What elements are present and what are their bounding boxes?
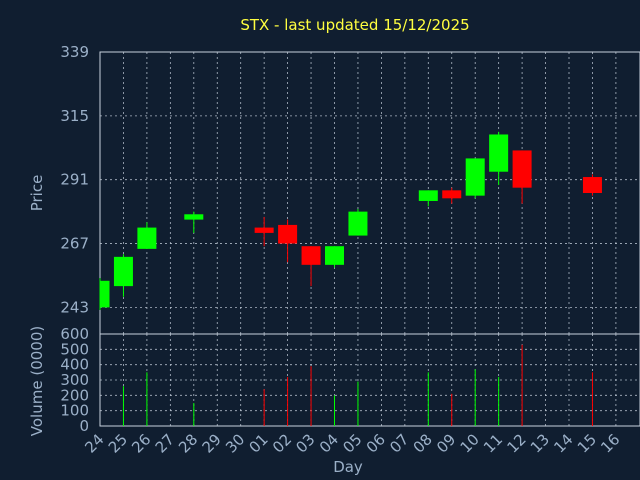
price-tick-labels: 243 267 291 315 339: [60, 43, 89, 316]
x-tick-label: 06: [363, 430, 389, 456]
price-tick-label: 291: [60, 171, 89, 189]
candle-body: [254, 227, 274, 233]
x-tick-label: 16: [597, 430, 623, 456]
x-tick-label: 26: [128, 430, 154, 456]
x-tick-label: 07: [386, 430, 412, 456]
volume-axis-label: Volume (0000): [28, 326, 46, 436]
price-tick-label: 315: [60, 107, 89, 125]
candle-10: [465, 158, 485, 199]
x-tick-label: 28: [175, 430, 201, 456]
volume-tick-label: 500: [60, 340, 89, 358]
candle-03: [301, 246, 321, 287]
x-tick-label: 12: [503, 430, 529, 456]
x-tick-label: 14: [550, 430, 576, 456]
price-tick-label: 339: [60, 43, 89, 61]
candle-body: [301, 246, 321, 265]
candle-02: [278, 219, 298, 263]
x-tick-label: 09: [433, 430, 459, 456]
candle-15: [582, 174, 602, 196]
candle-24: [99, 278, 110, 311]
volume-tick-label: 600: [60, 325, 89, 343]
price-tick-label: 267: [60, 235, 89, 253]
candle-body: [582, 177, 602, 193]
candle-body: [100, 280, 110, 308]
volume-series: [122, 344, 593, 426]
candle-12: [512, 150, 532, 204]
candle-08: [418, 190, 438, 207]
x-tick-label: 30: [222, 430, 248, 456]
candle-09: [442, 187, 462, 204]
x-tick-label: 29: [199, 430, 225, 456]
candle-28: [184, 211, 204, 233]
price-axis-label: Price: [28, 175, 46, 212]
price-panel-frame: [99, 51, 640, 335]
candle-05: [348, 208, 368, 236]
x-tick-label: 03: [292, 430, 318, 456]
candle-body: [113, 256, 133, 287]
candle-26: [137, 222, 157, 249]
candle-body: [184, 214, 204, 220]
price-grid: [100, 51, 640, 334]
volume-tick-label: 300: [60, 371, 89, 389]
candle-body: [137, 227, 157, 249]
x-tick-label: 27: [152, 430, 178, 456]
x-tick-label: 02: [269, 430, 295, 456]
volume-tick-label: 100: [60, 402, 89, 420]
candle-body: [325, 246, 344, 265]
price-tick-label: 243: [60, 298, 89, 316]
candle-25: [113, 254, 133, 297]
x-tick-labels: 2425262728293001020304050607080910111213…: [81, 430, 623, 456]
x-tick-label: 08: [410, 430, 436, 456]
x-tick-label: 04: [316, 430, 342, 456]
x-tick-label: 25: [105, 430, 131, 456]
volume-grid: [100, 334, 640, 426]
x-tick-label: 15: [574, 430, 600, 456]
candle-11: [489, 131, 509, 186]
candle-body: [442, 190, 462, 199]
volume-tick-label: 200: [60, 386, 89, 404]
candle-body: [489, 134, 509, 172]
candle-01: [254, 216, 274, 247]
candle-body: [465, 158, 485, 196]
candle-body: [418, 190, 438, 201]
volume-tick-label: 0: [79, 417, 89, 435]
chart-title: STX - last updated 15/12/2025: [240, 16, 469, 34]
candle-04: [325, 246, 344, 268]
x-tick-label: 01: [245, 430, 271, 456]
candle-body: [512, 150, 532, 188]
x-tick-label: 10: [457, 430, 483, 456]
volume-tick-label: 400: [60, 356, 89, 374]
x-tick-label: 13: [527, 430, 553, 456]
x-tick-label: 11: [480, 430, 506, 456]
candle-body: [348, 211, 368, 236]
candlestick-series: [99, 131, 602, 311]
x-tick-label: 05: [339, 430, 365, 456]
candle-body: [278, 224, 298, 244]
x-axis-label: Day: [333, 458, 363, 476]
